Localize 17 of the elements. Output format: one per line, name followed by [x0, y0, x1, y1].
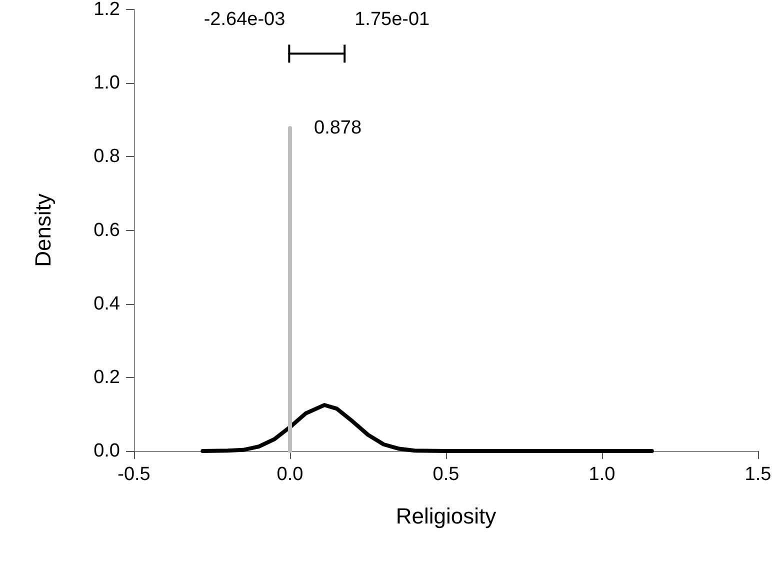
annotation: 1.75e-01	[354, 9, 430, 30]
x-tick-label: 1.0	[588, 464, 616, 485]
y-tick-label: 1.0	[94, 72, 120, 94]
annotation: 0.878	[314, 117, 362, 138]
annotation: -2.64e-03	[204, 9, 286, 30]
y-tick-label: 0.8	[94, 146, 120, 168]
x-tick-label: 1.5	[744, 464, 772, 485]
y-tick-label: 0.4	[94, 293, 120, 314]
y-tick-label: 0.2	[94, 366, 120, 388]
y-tick-label: 0.0	[94, 440, 120, 462]
y-axis-title: Density	[30, 194, 56, 267]
y-tick-label: 1.2	[94, 0, 120, 20]
x-tick-label: 0.0	[276, 464, 304, 485]
x-tick-label: -0.5	[118, 464, 150, 485]
x-tick-label: 0.5	[432, 464, 460, 485]
y-tick-label: 0.6	[94, 220, 120, 241]
x-axis-title: Religiosity	[396, 504, 496, 528]
